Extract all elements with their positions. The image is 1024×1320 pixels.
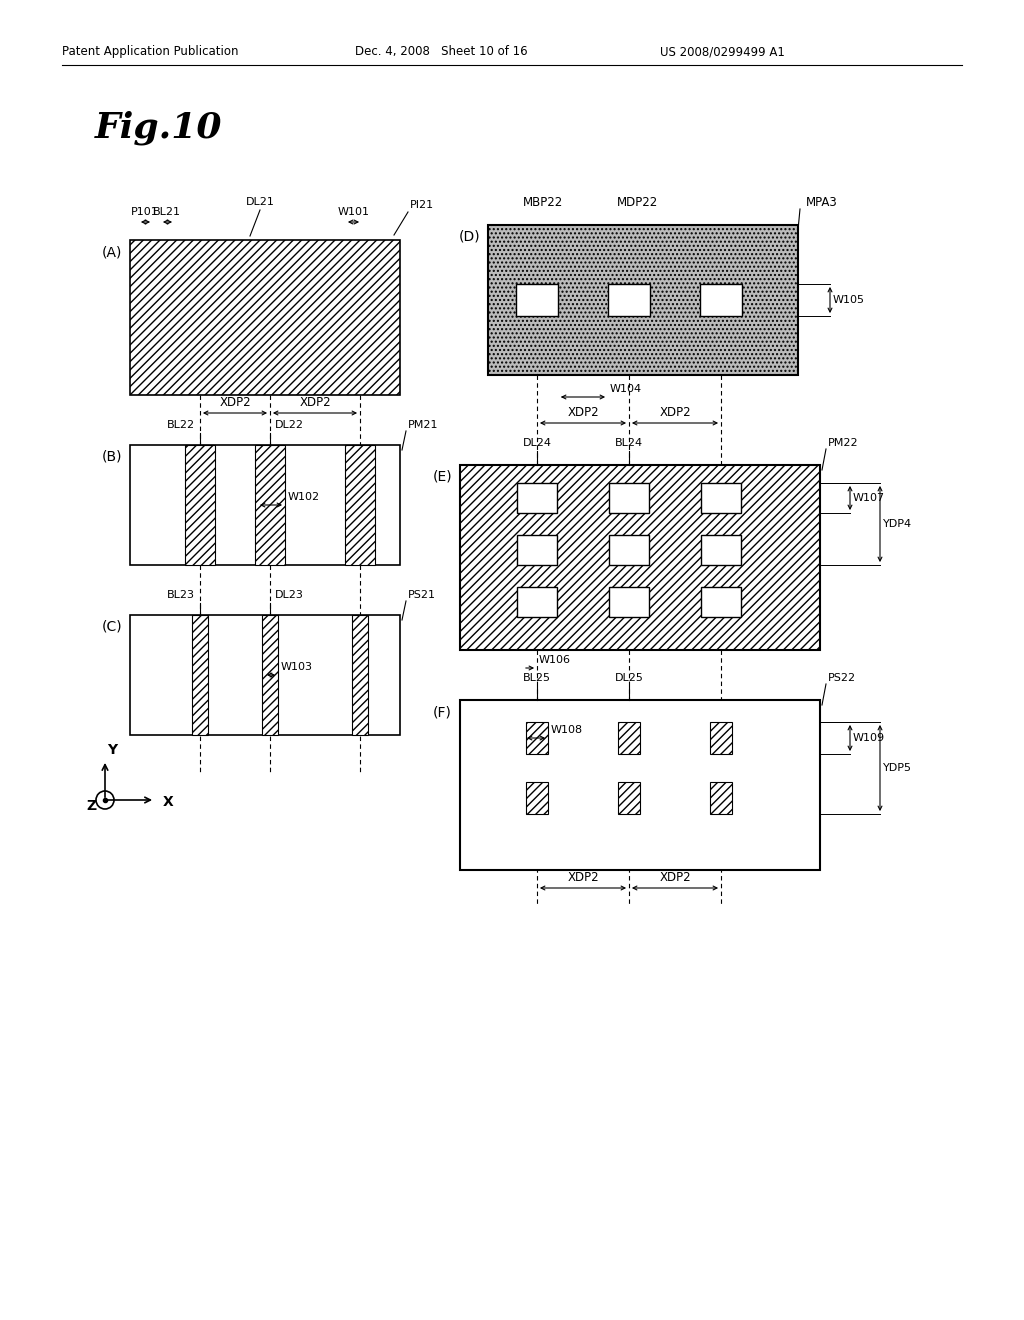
Bar	[710, 781, 732, 814]
Text: BL25: BL25	[523, 673, 551, 682]
Text: (A): (A)	[101, 246, 122, 259]
Text: (D): (D)	[459, 230, 480, 244]
Bar	[526, 781, 548, 814]
Text: (E): (E)	[432, 470, 452, 484]
Text: Y: Y	[106, 743, 117, 756]
Text: XDP2: XDP2	[219, 396, 251, 409]
Text: DL23: DL23	[275, 590, 304, 601]
Text: W103: W103	[281, 663, 313, 672]
Bar	[517, 535, 557, 565]
Text: Z: Z	[86, 799, 96, 813]
Text: (C): (C)	[101, 620, 122, 634]
Text: PS21: PS21	[408, 590, 436, 601]
Text: MDP22: MDP22	[617, 197, 658, 210]
Bar	[608, 284, 650, 315]
Text: (B): (B)	[101, 450, 122, 465]
Bar	[193, 615, 208, 735]
Bar	[488, 224, 798, 375]
Text: BL23: BL23	[167, 590, 195, 601]
Bar	[516, 284, 558, 315]
Text: W107: W107	[853, 492, 885, 503]
Bar	[609, 587, 649, 616]
Bar	[130, 615, 400, 735]
Text: Fig.10: Fig.10	[95, 111, 222, 145]
Bar	[618, 722, 640, 754]
Text: XDP2: XDP2	[659, 407, 691, 418]
Text: DL25: DL25	[614, 673, 643, 682]
Bar	[460, 700, 820, 870]
Bar	[352, 615, 368, 735]
Bar	[700, 284, 742, 315]
Text: US 2008/0299499 A1: US 2008/0299499 A1	[660, 45, 784, 58]
Text: PM21: PM21	[408, 420, 438, 430]
Text: DL22: DL22	[275, 420, 304, 430]
Text: W104: W104	[610, 384, 642, 393]
Text: W108: W108	[551, 725, 583, 735]
Text: W106: W106	[539, 655, 571, 665]
Text: P101: P101	[131, 207, 159, 216]
Text: PM22: PM22	[828, 438, 859, 447]
Bar	[609, 483, 649, 513]
Text: XDP2: XDP2	[567, 871, 599, 884]
Text: XDP2: XDP2	[567, 407, 599, 418]
Bar	[130, 240, 400, 395]
Bar	[618, 781, 640, 814]
Text: (F): (F)	[433, 705, 452, 719]
Text: BL21: BL21	[153, 207, 181, 216]
Text: MBP22: MBP22	[523, 197, 563, 210]
Text: W109: W109	[853, 733, 885, 743]
Bar	[262, 615, 278, 735]
Bar	[710, 722, 732, 754]
Text: Patent Application Publication: Patent Application Publication	[62, 45, 239, 58]
Bar	[460, 465, 820, 649]
Text: X: X	[163, 795, 174, 809]
Bar	[517, 587, 557, 616]
Bar	[345, 445, 375, 565]
Bar	[609, 535, 649, 565]
Text: XDP2: XDP2	[659, 871, 691, 884]
Text: DL24: DL24	[522, 438, 552, 447]
Bar	[130, 445, 400, 565]
Text: PI21: PI21	[410, 201, 434, 210]
Text: DL21: DL21	[246, 197, 274, 207]
Bar	[701, 535, 741, 565]
Text: BL24: BL24	[615, 438, 643, 447]
Bar	[517, 483, 557, 513]
Bar	[255, 445, 285, 565]
Text: YDP4: YDP4	[883, 519, 912, 529]
Text: W102: W102	[288, 492, 321, 502]
Text: XDP2: XDP2	[299, 396, 331, 409]
Text: Dec. 4, 2008   Sheet 10 of 16: Dec. 4, 2008 Sheet 10 of 16	[355, 45, 527, 58]
Text: W105: W105	[833, 294, 865, 305]
Text: BL22: BL22	[167, 420, 195, 430]
Text: PS22: PS22	[828, 673, 856, 682]
Bar	[701, 483, 741, 513]
Bar	[526, 722, 548, 754]
Bar	[185, 445, 215, 565]
Text: W101: W101	[338, 207, 370, 216]
Text: YDP5: YDP5	[883, 763, 912, 774]
Text: MPA3: MPA3	[806, 197, 838, 210]
Bar	[701, 587, 741, 616]
